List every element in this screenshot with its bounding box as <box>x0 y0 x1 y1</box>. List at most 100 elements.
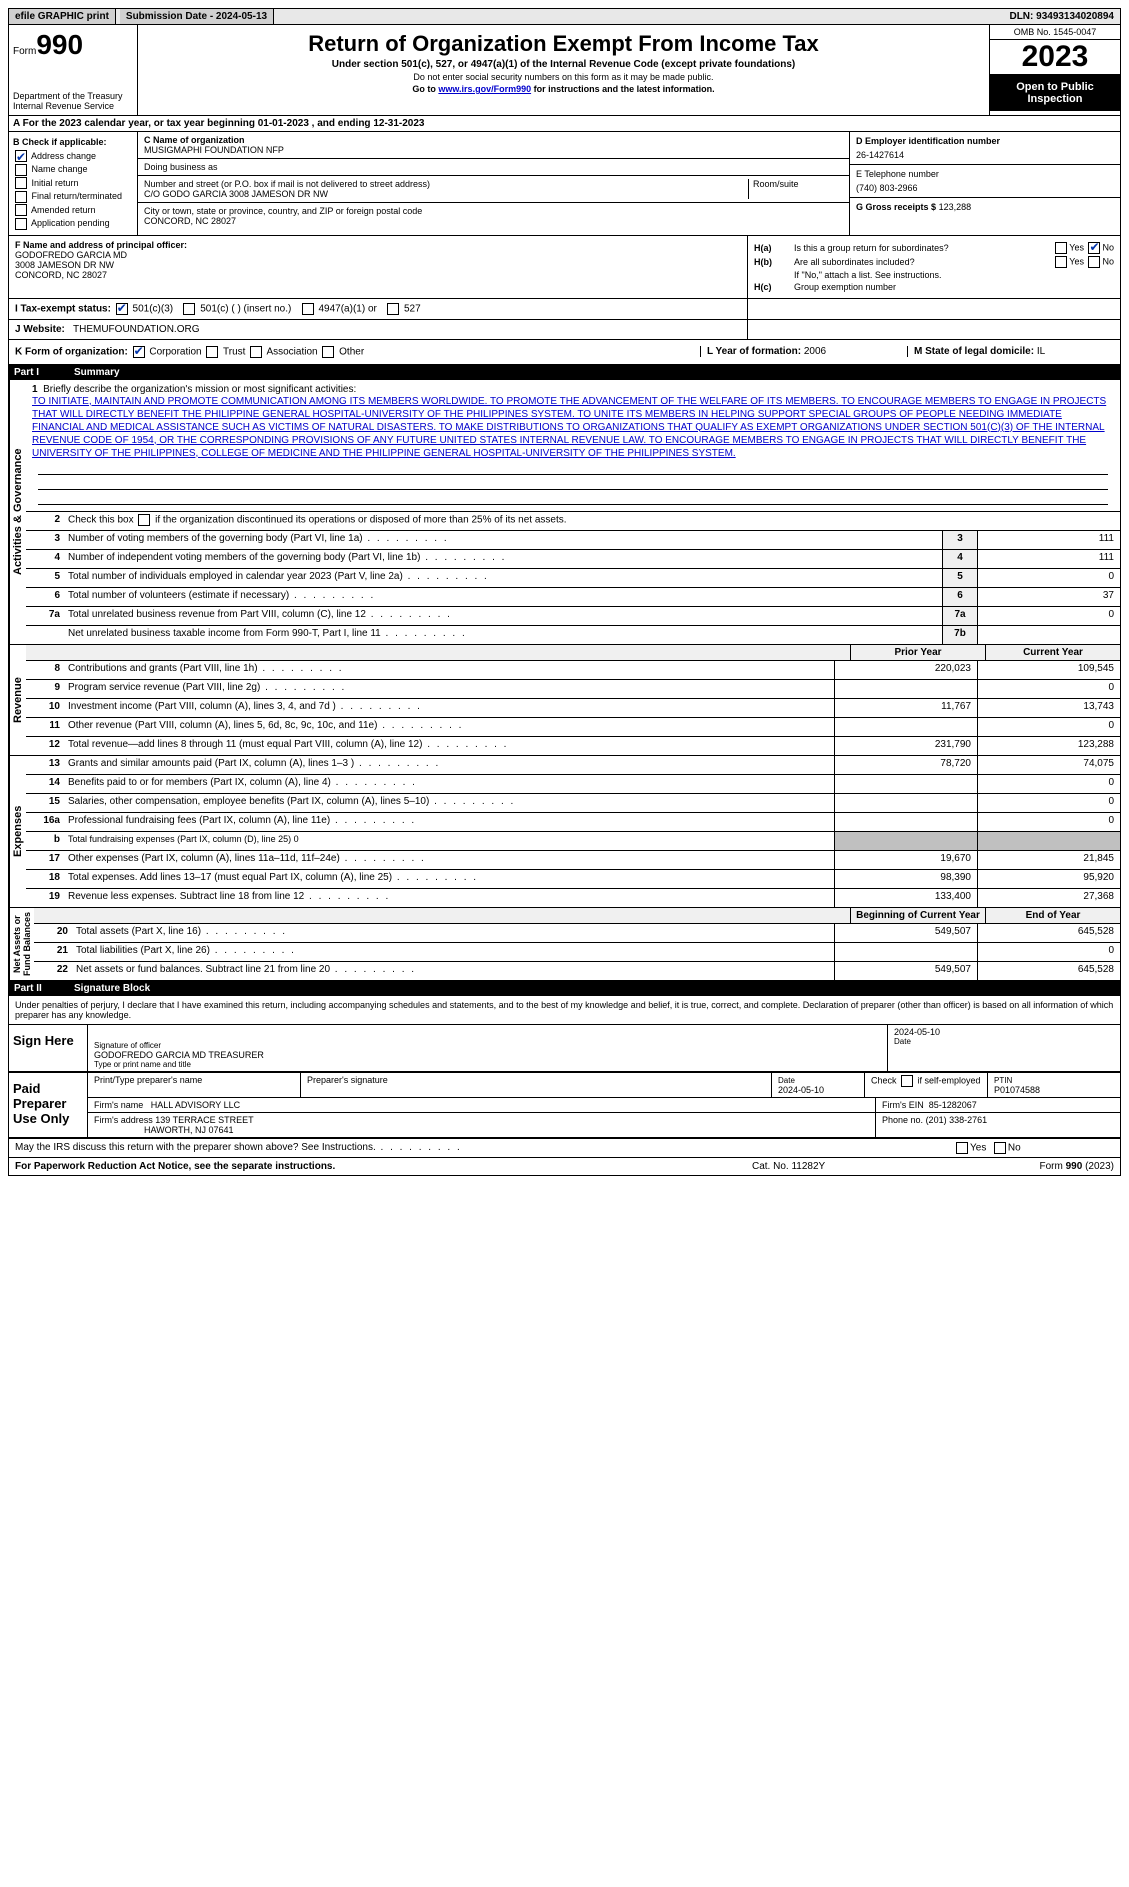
hb-no[interactable] <box>1088 256 1100 268</box>
form-of-org-label: K Form of organization: <box>15 346 128 357</box>
check-discontinued[interactable] <box>138 514 150 526</box>
prior-year-header: Prior Year <box>850 645 985 660</box>
efile-print-button[interactable]: efile GRAPHIC print <box>9 9 116 24</box>
preparer-date: 2024-05-10 <box>778 1085 824 1095</box>
mission-label: Briefly describe the organization's miss… <box>43 384 356 395</box>
row-klm: K Form of organization: Corporation Trus… <box>8 340 1121 365</box>
check-self-employed[interactable] <box>901 1075 913 1087</box>
table-row: 16aProfessional fundraising fees (Part I… <box>26 813 1120 832</box>
tax-year: 2023 <box>990 40 1120 75</box>
check-association[interactable] <box>250 346 262 358</box>
pra-notice: For Paperwork Reduction Act Notice, see … <box>9 1158 746 1175</box>
revenue-label: Revenue <box>9 645 26 755</box>
top-bar: efile GRAPHIC print Submission Date - 20… <box>8 8 1121 25</box>
org-name-label: C Name of organization <box>144 135 843 145</box>
part1-title: Part I <box>14 367 74 378</box>
section-fh: F Name and address of principal officer:… <box>8 236 1121 299</box>
officer-label: F Name and address of principal officer: <box>15 240 741 250</box>
form-subtitle-2: Do not enter social security numbers on … <box>142 72 985 82</box>
table-row: 14Benefits paid to or for members (Part … <box>26 775 1120 794</box>
phone-value: (740) 803-2966 <box>856 183 1114 193</box>
form-subtitle-1: Under section 501(c), 527, or 4947(a)(1)… <box>142 59 985 70</box>
check-4947[interactable] <box>302 303 314 315</box>
dept-treasury: Department of the Treasury <box>13 91 133 101</box>
check-corporation[interactable] <box>133 346 145 358</box>
check-application-pending[interactable] <box>15 218 27 230</box>
part1-subtitle: Summary <box>74 367 120 378</box>
open-public-badge: Open to Public Inspection <box>990 75 1120 111</box>
ha-no[interactable] <box>1088 242 1100 254</box>
state-domicile-value: IL <box>1037 346 1045 357</box>
table-row: 12Total revenue—add lines 8 through 11 (… <box>26 737 1120 755</box>
activities-governance-label: Activities & Governance <box>9 380 26 644</box>
firm-name: HALL ADVISORY LLC <box>151 1100 240 1110</box>
mission-text: TO INITIATE, MAINTAIN AND PROMOTE COMMUN… <box>32 395 1114 460</box>
check-address-change[interactable] <box>15 150 27 162</box>
check-501c3[interactable] <box>116 303 128 315</box>
check-trust[interactable] <box>206 346 218 358</box>
section-bcde: B Check if applicable: Address change Na… <box>8 132 1121 236</box>
activities-governance-section: Activities & Governance 1 Briefly descri… <box>8 380 1121 645</box>
officer-addr1: 3008 JAMESON DR NW <box>15 260 741 270</box>
preparer-name-label: Print/Type preparer's name <box>88 1073 301 1097</box>
dba-label: Doing business as <box>144 162 843 172</box>
preparer-ptin: P01074588 <box>994 1085 1040 1095</box>
gross-receipts-label: G Gross receipts $ <box>856 202 936 212</box>
check-name-change[interactable] <box>15 164 27 176</box>
row-j-website: J Website: THEMUFOUNDATION.ORG <box>8 320 1121 340</box>
sign-here-section: Sign Here Signature of officer GODOFREDO… <box>8 1025 1121 1073</box>
part2-title: Part II <box>14 983 74 994</box>
check-501c[interactable] <box>183 303 195 315</box>
submission-date: Submission Date - 2024-05-13 <box>120 9 274 24</box>
line2-desc: Check this box if the organization disco… <box>64 512 1120 530</box>
website-value: THEMUFOUNDATION.ORG <box>73 324 199 335</box>
org-name: MUSIGMAPHI FOUNDATION NFP <box>144 145 843 155</box>
discuss-no[interactable] <box>994 1142 1006 1154</box>
expenses-section: Expenses 13Grants and similar amounts pa… <box>8 756 1121 908</box>
discuss-yes[interactable] <box>956 1142 968 1154</box>
check-other[interactable] <box>322 346 334 358</box>
row-a-tax-year: A For the 2023 calendar year, or tax yea… <box>8 116 1121 132</box>
table-row: 22Net assets or fund balances. Subtract … <box>34 962 1120 980</box>
officer-name: GODOFREDO GARCIA MD <box>15 250 741 260</box>
city-value: CONCORD, NC 28027 <box>144 216 843 226</box>
check-final-return[interactable] <box>15 191 27 203</box>
ha-yes[interactable] <box>1055 242 1067 254</box>
box-c-org-info: C Name of organization MUSIGMAPHI FOUNDA… <box>138 132 850 235</box>
footer-row: For Paperwork Reduction Act Notice, see … <box>8 1158 1121 1176</box>
hc-label: H(c) <box>754 282 794 292</box>
paid-preparer-label: Paid Preparer Use Only <box>9 1073 88 1137</box>
box-de: D Employer identification number 26-1427… <box>850 132 1120 235</box>
year-formation-label: L Year of formation: <box>707 346 801 357</box>
perjury-declaration: Under penalties of perjury, I declare th… <box>8 996 1121 1025</box>
box-f-officer: F Name and address of principal officer:… <box>9 236 748 298</box>
form-prefix: Form <box>13 46 36 57</box>
ha-text: Is this a group return for subordinates? <box>794 243 1053 253</box>
table-row: 21Total liabilities (Part X, line 26)0 <box>34 943 1120 962</box>
cat-number: Cat. No. 11282Y <box>746 1158 958 1175</box>
revenue-section: Revenue Prior Year Current Year 8Contrib… <box>8 645 1121 756</box>
table-row: 18Total expenses. Add lines 13–17 (must … <box>26 870 1120 889</box>
preparer-self-employed: Check if self-employed <box>865 1073 988 1097</box>
gross-receipts-value: 123,288 <box>939 202 972 212</box>
hb-label: H(b) <box>754 257 794 267</box>
check-amended-return[interactable] <box>15 204 27 216</box>
irs-link[interactable]: www.irs.gov/Form990 <box>438 84 531 94</box>
officer-addr2: CONCORD, NC 28027 <box>15 270 741 280</box>
city-label: City or town, state or province, country… <box>144 206 843 216</box>
table-row: 11Other revenue (Part VIII, column (A), … <box>26 718 1120 737</box>
firm-ein: 85-1282067 <box>929 1100 977 1110</box>
officer-name-label: Type or print name and title <box>94 1060 881 1069</box>
check-527[interactable] <box>387 303 399 315</box>
table-row: 8Contributions and grants (Part VIII, li… <box>26 661 1120 680</box>
sign-date-value: 2024-05-10 <box>894 1027 1114 1037</box>
table-row: Net unrelated business taxable income fr… <box>26 626 1120 644</box>
check-initial-return[interactable] <box>15 177 27 189</box>
table-row: 3Number of voting members of the governi… <box>26 531 1120 550</box>
table-row: bTotal fundraising expenses (Part IX, co… <box>26 832 1120 851</box>
state-domicile-label: M State of legal domicile: <box>914 346 1034 357</box>
room-suite-label: Room/suite <box>749 179 843 199</box>
ha-label: H(a) <box>754 243 794 253</box>
hb-yes[interactable] <box>1055 256 1067 268</box>
form-subtitle-3: Go to www.irs.gov/Form990 for instructio… <box>142 84 985 94</box>
